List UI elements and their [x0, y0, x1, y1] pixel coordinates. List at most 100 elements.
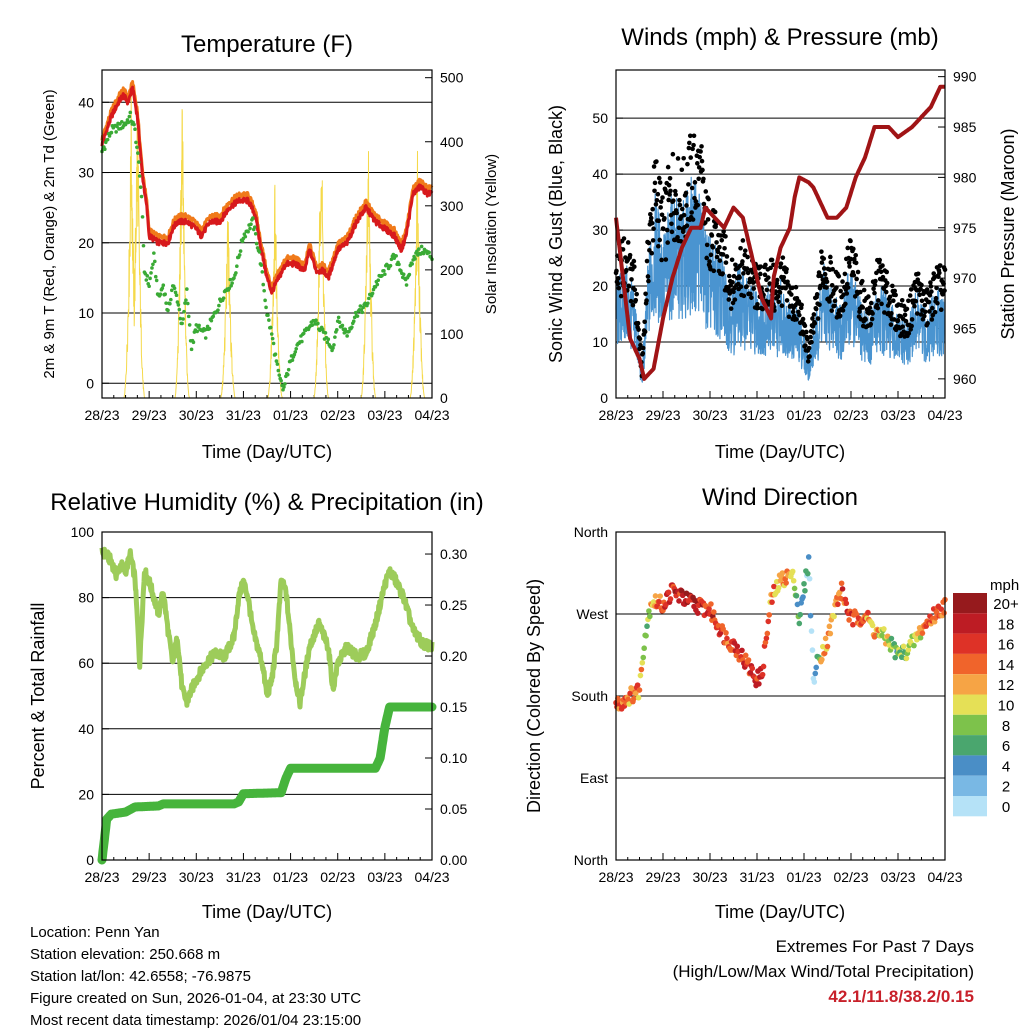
gust-point	[667, 192, 672, 197]
gust-point	[635, 320, 641, 326]
dewpoint-point	[191, 340, 196, 345]
legend-title: mph	[990, 577, 1019, 594]
wind-direction-point	[800, 594, 806, 600]
gust-point	[832, 298, 838, 304]
dewpoint-point	[382, 268, 386, 273]
dewpoint-point	[366, 301, 370, 306]
gust-point	[794, 317, 799, 322]
wind-direction-point	[881, 626, 887, 632]
wind-direction-title: Wind Direction	[702, 484, 858, 511]
wind-direction-xtick-label: 28/23	[598, 869, 633, 885]
gust-point	[728, 306, 734, 311]
gust-point	[880, 263, 885, 268]
dewpoint-point	[361, 305, 365, 310]
gust-point	[811, 330, 816, 335]
dewpoint-point	[370, 291, 375, 296]
dewpoint-point	[243, 234, 248, 239]
dewpoint-point	[228, 277, 233, 282]
created-text: Figure created on Sun, 2026-01-04, at 23…	[30, 990, 362, 1007]
gust-point	[689, 185, 695, 191]
gust-point	[785, 279, 790, 285]
temperature-ytick-label: 30	[78, 165, 94, 181]
gust-point	[909, 323, 914, 329]
dewpoint-point	[286, 367, 291, 372]
gust-point	[690, 217, 696, 222]
gust-point	[706, 196, 711, 202]
legend-swatch	[953, 714, 987, 736]
gust-point	[917, 292, 922, 298]
gust-point	[828, 254, 833, 260]
wind-direction-point	[789, 568, 796, 575]
gust-point	[670, 151, 676, 157]
gust-point	[829, 282, 835, 288]
gust-point	[656, 243, 661, 249]
gust-point	[784, 298, 790, 303]
dewpoint-point	[232, 276, 236, 280]
gust-point	[724, 254, 730, 259]
wind-direction-point	[742, 652, 749, 659]
gust-point	[904, 306, 910, 312]
wind-direction-point	[734, 643, 741, 650]
location-text: Location: Penn Yan	[30, 924, 160, 941]
winds-ytick-label: 40	[592, 166, 608, 182]
dewpoint-point	[246, 229, 250, 234]
wind-direction-xtick-label: 29/23	[645, 869, 680, 885]
wind-direction-xtick-label: 04/23	[927, 869, 962, 885]
wind-direction-point	[826, 623, 833, 630]
gust-point	[634, 291, 639, 297]
gust-point	[621, 236, 627, 241]
gust-point	[681, 155, 686, 161]
gust-point	[840, 308, 846, 313]
gust-point	[687, 133, 693, 139]
temperature-2m-line	[100, 85, 434, 295]
gust-point	[926, 299, 932, 305]
wind-direction-point	[797, 611, 804, 618]
dewpoint-point	[145, 274, 150, 278]
temperature-ytick-right-label: 0	[440, 390, 448, 406]
gust-point	[869, 316, 875, 322]
gust-point	[669, 221, 674, 227]
gust-point	[616, 285, 622, 291]
legend-label: 10	[998, 698, 1015, 715]
dewpoint-point	[186, 314, 191, 319]
gust-point	[851, 272, 857, 278]
dewpoint-point	[389, 257, 394, 262]
gust-point	[733, 262, 738, 268]
temperature-ytick-label: 0	[86, 375, 94, 391]
wind-direction-point	[764, 630, 771, 637]
temperature-ytick-label: 10	[78, 305, 94, 321]
dewpoint-point	[300, 339, 304, 344]
gust-point	[632, 287, 638, 293]
dewpoint-point	[285, 372, 290, 377]
wind-direction-ytick-label: South	[571, 688, 608, 704]
gust-point	[830, 266, 835, 272]
legend-label: 20+	[993, 596, 1019, 613]
wind-direction-point	[634, 682, 641, 688]
dewpoint-point	[358, 304, 363, 308]
legend-swatch	[953, 613, 987, 634]
wind-direction-point	[805, 554, 812, 560]
gust-point	[793, 284, 799, 290]
gust-point	[708, 252, 714, 258]
wind-direction-point	[723, 630, 729, 636]
wind-direction-point	[762, 639, 769, 646]
gust-point	[791, 313, 797, 319]
gust-point	[769, 257, 775, 263]
gust-point	[845, 245, 851, 251]
gust-point	[646, 278, 651, 284]
dewpoint-point	[282, 385, 286, 389]
gust-point	[699, 144, 704, 149]
humidity-ytick-right-label: 0.30	[440, 546, 467, 562]
gust-point	[717, 258, 723, 263]
wind-direction-point	[919, 630, 926, 636]
dewpoint-point	[326, 337, 331, 342]
gust-point	[721, 229, 726, 234]
gust-point	[892, 288, 898, 294]
gust-point	[888, 322, 894, 327]
legend-label: 6	[1002, 738, 1010, 755]
gust-point	[755, 301, 760, 307]
gust-point	[822, 271, 828, 277]
gust-point	[845, 285, 851, 290]
gust-point	[775, 294, 781, 299]
gust-point	[854, 276, 859, 282]
